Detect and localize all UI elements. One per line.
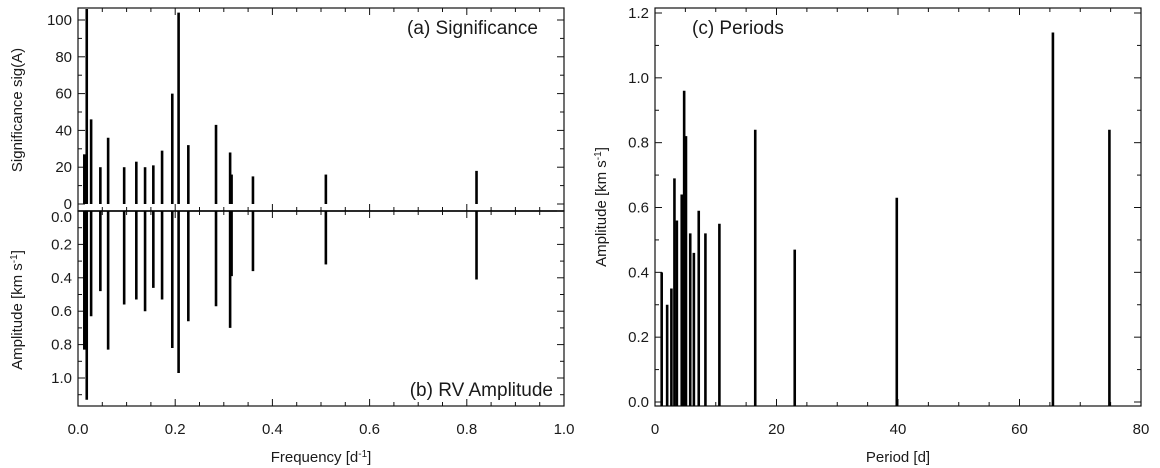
x-tick-label: 0.8 <box>456 421 477 438</box>
panel-c-xlabel: Period [d] <box>866 449 930 466</box>
y-tick-label: 0.0 <box>628 394 649 411</box>
panel-rv-amplitude: (b) RV Amplitude Amplitude [km s-1] 0.00… <box>9 209 575 466</box>
y-tick-label: 1.0 <box>628 70 649 87</box>
panel-b-yticks: 0.0 0.2 0.4 0.6 0.8 1.0 <box>51 209 564 396</box>
x-tick-label: 40 <box>890 421 907 438</box>
y-tick-label: 0.6 <box>628 200 649 217</box>
panel-c-ylabel: Amplitude [km s-1] <box>593 147 611 267</box>
y-tick-label: 0.6 <box>51 303 72 320</box>
panel-c-bars <box>660 32 1111 406</box>
panel-c-title: (c) Periods <box>692 18 784 39</box>
x-tick-label: 20 <box>768 421 785 438</box>
x-tick-label: 0 <box>651 421 659 438</box>
panel-a-xticks <box>77 8 565 211</box>
y-tick-label: 60 <box>55 86 72 103</box>
x-tick-label: 80 <box>1133 421 1150 438</box>
panel-b-frame <box>77 210 565 407</box>
y-tick-label: 0.8 <box>628 135 649 152</box>
panel-b-ylabel: Amplitude [km s-1] <box>9 250 27 370</box>
panel-a-bars <box>83 8 478 204</box>
y-tick-label: 0.2 <box>51 236 72 253</box>
y-tick-label: 100 <box>47 12 72 29</box>
y-tick-label: 0.4 <box>51 270 72 287</box>
panel-b-title: (b) RV Amplitude <box>410 380 553 401</box>
y-tick-label: 80 <box>55 49 72 66</box>
x-tick-label: 0.4 <box>262 421 283 438</box>
x-tick-label: 1.0 <box>554 421 575 438</box>
x-tick-label: 60 <box>1011 421 1028 438</box>
panel-periods: (c) Periods Amplitude [km s-1] 0.0 0.2 0.4… <box>593 5 1150 466</box>
x-tick-label: 0.6 <box>359 421 380 438</box>
y-tick-label: 1.0 <box>51 370 72 387</box>
panel-b-xlabel: Frequency [d-1] <box>271 449 372 467</box>
panel-significance: (a) Significance Significance sig(A) 0 20… <box>9 7 565 213</box>
y-tick-label: 1.2 <box>628 5 649 22</box>
panel-b-bars <box>83 211 478 400</box>
y-tick-label: 0.0 <box>51 209 72 226</box>
panel-a-ylabel: Significance sig(A) <box>9 48 26 172</box>
y-tick-label: 20 <box>55 159 72 176</box>
y-tick-label: 0.8 <box>51 337 72 354</box>
y-tick-label: 0.2 <box>628 329 649 346</box>
panel-a-title: (a) Significance <box>407 18 538 39</box>
x-tick-label: 0.0 <box>68 421 89 438</box>
y-tick-label: 40 <box>55 122 72 139</box>
panel-c-xticks: 0 20 40 60 80 <box>651 8 1150 438</box>
y-tick-label: 0.4 <box>628 264 649 281</box>
panel-a-yticks: 0 20 40 60 80 100 <box>47 12 564 213</box>
panel-b-xticks: 0.0 0.2 0.4 0.6 0.8 1.0 <box>68 211 575 438</box>
y-tick-label: 0 <box>64 196 72 213</box>
x-tick-label: 0.2 <box>165 421 186 438</box>
panel-c-yticks: 0.0 0.2 0.4 0.6 0.8 1.0 1.2 <box>628 5 1141 411</box>
